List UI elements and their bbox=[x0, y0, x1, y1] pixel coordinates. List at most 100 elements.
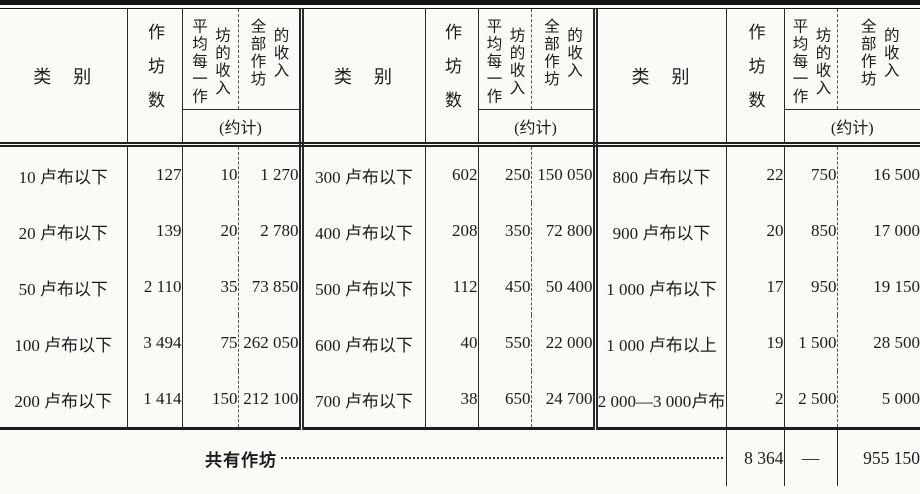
total-income-cell: 262 050 bbox=[238, 315, 302, 371]
avg-income-cell: 20 bbox=[182, 203, 239, 259]
header-avg-income-g2: 平均每一作 坊的收入 bbox=[478, 9, 532, 110]
category-cell: 2 000—3 000卢布 bbox=[592, 371, 727, 429]
vertical-label: 全部作坊 的收入 bbox=[858, 18, 899, 88]
header-workshop-count-g3: 作坊数 bbox=[726, 9, 785, 147]
avg-income-cell: 2 500 bbox=[784, 371, 838, 429]
total-income-cell: 5 000 bbox=[881, 389, 920, 408]
avg-income-cell: 750 bbox=[784, 144, 838, 203]
totals-workshops-cell: 8 364 bbox=[726, 427, 785, 486]
totals-total-cell: 955 150 bbox=[837, 427, 920, 486]
workshops-cell: 19 bbox=[726, 315, 785, 371]
workshops-cell: 2 bbox=[726, 371, 785, 429]
total-income-cell: 17 000 bbox=[873, 221, 920, 240]
vertical-label: 作坊数 bbox=[442, 23, 461, 125]
category-cell: 400 卢布以下 bbox=[298, 203, 426, 259]
category-cell: 600 卢布以下 bbox=[298, 315, 426, 371]
header-workshop-count-g1: 作坊数 bbox=[127, 9, 183, 147]
vertical-label: 全部作坊 的收入 bbox=[248, 18, 289, 88]
workshops-cell: 17 bbox=[726, 259, 785, 315]
total-income-cell: 212 100 bbox=[238, 371, 302, 429]
header-workshop-count-g2: 作坊数 bbox=[425, 9, 479, 147]
avg-income-cell: 950 bbox=[784, 259, 838, 315]
table-row: 50 卢布以下 2 110 35 73 850 500 卢布以下 112 450… bbox=[0, 259, 920, 315]
table-row: 100 卢布以下 3 494 75 262 050 600 卢布以下 40 55… bbox=[0, 315, 920, 371]
workshops-cell: 208 bbox=[425, 203, 479, 259]
header-approx-g3: (约计) bbox=[784, 109, 920, 147]
avg-income-cell: 75 bbox=[182, 315, 239, 371]
category-cell: 200 卢布以下 bbox=[0, 371, 128, 429]
total-income-cell: 22 000 bbox=[531, 315, 596, 371]
header-total-income-g1: 全部作坊 的收入 bbox=[238, 9, 302, 110]
vertical-label: 平均每一作 坊的收入 bbox=[190, 18, 230, 106]
category-cell: 100 卢布以下 bbox=[0, 315, 128, 371]
vertical-label: 全部作坊 的收入 bbox=[542, 18, 582, 88]
header-avg-income-g3: 平均每一作 坊的收入 bbox=[784, 9, 838, 110]
avg-income-cell: 550 bbox=[478, 315, 532, 371]
total-income-cell: 16 500 bbox=[873, 165, 920, 184]
workshops-cell: 602 bbox=[425, 144, 479, 203]
header-approx-g1: (约计) bbox=[182, 109, 302, 147]
total-income-cell: 24 700 bbox=[531, 371, 596, 429]
table-row: 20 卢布以下 139 20 2 780 400 卢布以下 208 350 72… bbox=[0, 203, 920, 259]
avg-income-cell: 1 500 bbox=[784, 315, 838, 371]
workshops-cell: 22 bbox=[726, 144, 785, 203]
category-cell: 50 卢布以下 bbox=[0, 259, 128, 315]
workshops-cell: 139 bbox=[127, 203, 183, 259]
avg-income-cell: 850 bbox=[784, 203, 838, 259]
category-cell: 300 卢布以下 bbox=[298, 144, 426, 203]
avg-income-cell: 150 bbox=[182, 371, 239, 429]
category-cell: 500 卢布以下 bbox=[298, 259, 426, 315]
table-row: 200 卢布以下 1 414 150 212 100 700 卢布以下 38 6… bbox=[0, 371, 920, 429]
total-income-cell: 1 270 bbox=[238, 144, 302, 203]
workshop-income-table: 类 别 作坊数 平均每一作 坊的收入 全部作坊 的收入 类 别 作坊数 平均每一… bbox=[0, 9, 920, 486]
header-category-g1: 类 别 bbox=[0, 9, 128, 147]
total-income-cell: 150 050 bbox=[531, 144, 596, 203]
category-cell: 700 卢布以下 bbox=[298, 371, 426, 429]
total-income-cell: 2 780 bbox=[238, 203, 302, 259]
avg-income-cell: 350 bbox=[478, 203, 532, 259]
total-income-cell: 73 850 bbox=[238, 259, 302, 315]
avg-income-cell: 250 bbox=[478, 144, 532, 203]
header-category-g3: 类 别 bbox=[592, 9, 727, 147]
header-total-income-g2: 全部作坊 的收入 bbox=[531, 9, 596, 110]
workshops-cell: 127 bbox=[127, 144, 183, 203]
category-cell: 900 卢布以下 bbox=[592, 203, 727, 259]
vertical-label: 作坊数 bbox=[745, 23, 765, 125]
total-income-cell: 50 400 bbox=[531, 259, 596, 315]
avg-income-cell: 450 bbox=[478, 259, 532, 315]
totals-row: 共有作坊 8 364 — 955 150 bbox=[0, 427, 920, 486]
table-row: 10 卢布以下 127 10 1 270 300 卢布以下 602 250 15… bbox=[0, 144, 920, 203]
header-avg-income-g1: 平均每一作 坊的收入 bbox=[182, 9, 239, 110]
totals-label: 共有作坊 bbox=[205, 450, 277, 470]
header-category-g2: 类 别 bbox=[298, 9, 426, 147]
workshops-cell: 112 bbox=[425, 259, 479, 315]
header-approx-g2: (约计) bbox=[478, 109, 596, 147]
category-cell: 10 卢布以下 bbox=[0, 144, 128, 203]
workshops-cell: 38 bbox=[425, 371, 479, 429]
header-row-main: 类 别 作坊数 平均每一作 坊的收入 全部作坊 的收入 类 别 作坊数 平均每一… bbox=[0, 9, 920, 147]
total-income-cell: 19 150 bbox=[873, 277, 920, 296]
vertical-label: 作坊数 bbox=[145, 23, 164, 125]
workshops-cell: 20 bbox=[726, 203, 785, 259]
workshops-cell: 2 110 bbox=[127, 259, 183, 315]
total-income-cell: 28 500 bbox=[873, 333, 920, 352]
category-cell: 1 000 卢布以下 bbox=[592, 259, 727, 315]
avg-income-cell: 35 bbox=[182, 259, 239, 315]
header-row-approx: (约计) (约计) (约计) bbox=[0, 109, 920, 147]
avg-income-cell: 650 bbox=[478, 371, 532, 429]
category-cell: 1 000 卢布以上 bbox=[592, 315, 727, 371]
header-total-income-g3: 全部作坊 的收入 bbox=[837, 9, 920, 110]
totals-avg-cell: — bbox=[784, 427, 838, 486]
workshops-cell: 40 bbox=[425, 315, 479, 371]
totals-label-cell: 共有作坊 bbox=[0, 427, 727, 486]
table-top-rule bbox=[0, 0, 920, 9]
total-income-cell: 72 800 bbox=[531, 203, 596, 259]
vertical-label: 平均每一作 坊的收入 bbox=[484, 18, 525, 106]
dotted-leader bbox=[281, 457, 723, 459]
vertical-label: 平均每一作 坊的收入 bbox=[790, 18, 831, 106]
workshops-cell: 1 414 bbox=[127, 371, 183, 429]
avg-income-cell: 10 bbox=[182, 144, 239, 203]
category-cell: 20 卢布以下 bbox=[0, 203, 128, 259]
category-cell: 800 卢布以下 bbox=[592, 144, 727, 203]
